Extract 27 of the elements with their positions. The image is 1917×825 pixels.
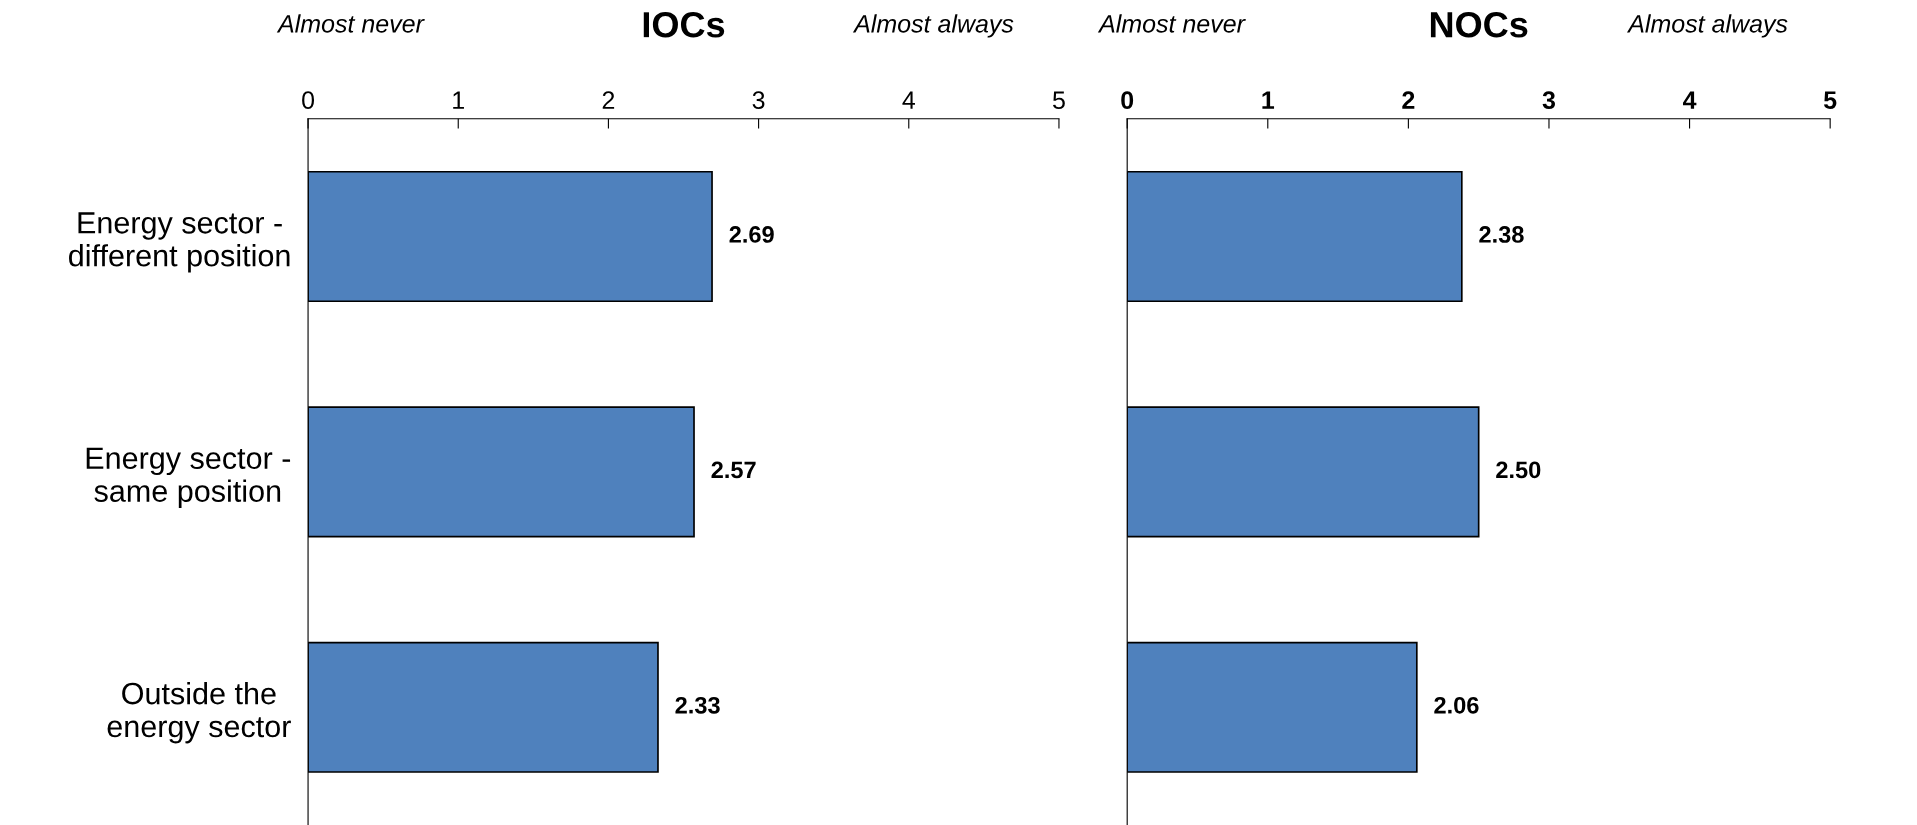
x-tick-label: 4	[902, 91, 915, 109]
data-label: 2.57	[711, 461, 756, 479]
x-tick-label: 5	[1053, 91, 1065, 109]
data-label: 2.38	[1479, 226, 1524, 243]
x-tick-label: 0	[302, 91, 315, 109]
text: Almost never	[1097, 14, 1246, 33]
chart-title: NOCs	[1430, 11, 1528, 38]
text: Almost never	[276, 14, 425, 33]
y-tick-label: Energy sector - same position	[86, 447, 291, 508]
x-tick-label: 3	[752, 91, 765, 109]
y-tick-label: Energy sector - different position	[69, 212, 290, 273]
x-tick-label: 2	[602, 91, 615, 109]
x-tick-label: 2	[1402, 91, 1415, 109]
x-tick-label: 1	[1262, 91, 1275, 109]
data-label: 2.06	[1434, 696, 1479, 714]
x-tick-label: 4	[1682, 91, 1697, 109]
data-label: 2.50	[1496, 461, 1541, 479]
data-label: 2.69	[729, 226, 774, 243]
data-label: 2.33	[675, 696, 720, 714]
x-tick-label: 0	[1121, 91, 1134, 109]
chart-title: IOCs	[643, 11, 725, 38]
x-tick-label: 1	[453, 91, 464, 109]
y-tick-label: Outside the energy sector	[107, 681, 291, 744]
x-tick-label: 5	[1823, 91, 1837, 109]
text: Almost always	[852, 14, 1014, 38]
text: Almost always	[1626, 14, 1788, 38]
x-tick-label: 3	[1542, 91, 1556, 110]
